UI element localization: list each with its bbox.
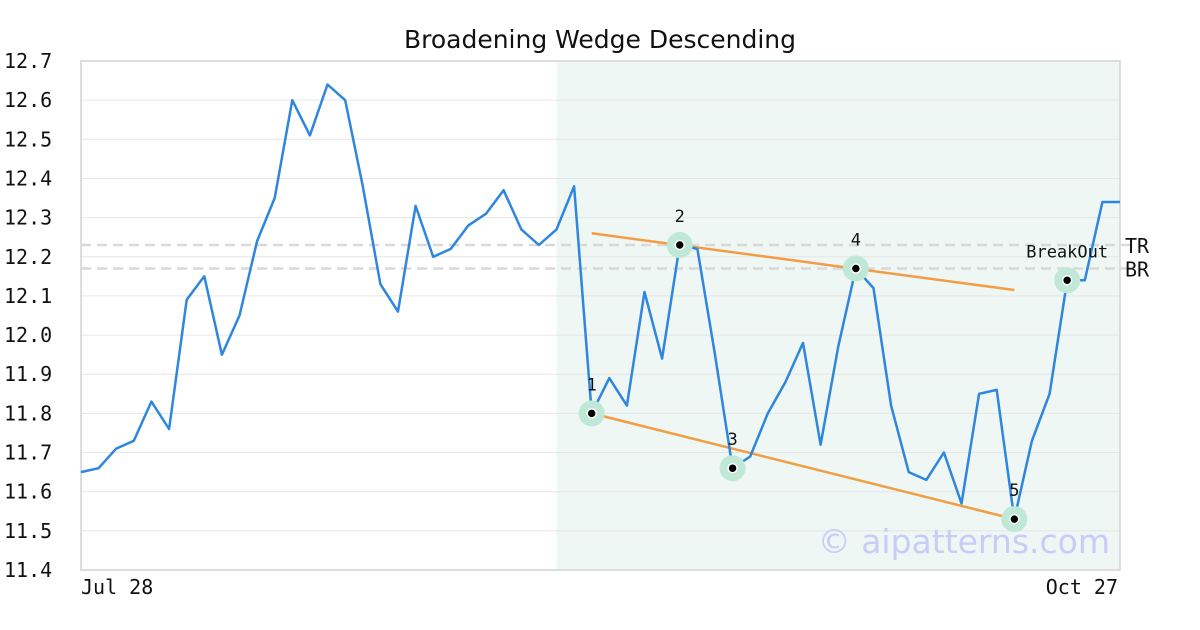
x-tick-start: Jul 28 xyxy=(81,575,153,599)
pattern-point-marker xyxy=(727,462,738,474)
y-tick-label: 11.4 xyxy=(4,558,52,582)
y-tick-label: 11.8 xyxy=(4,401,52,425)
y-tick-label: 12.1 xyxy=(4,284,52,308)
pattern-point-label: 1 xyxy=(587,375,597,395)
y-axis-ticks: 12.7 12.6 12.5 12.4 12.3 12.2 12.1 12.0 11.9 11.8… xyxy=(4,49,52,582)
chart-title: Broadening Wedge Descending xyxy=(404,25,796,54)
pattern-point-marker xyxy=(674,239,685,251)
watermark: © aipatterns.com xyxy=(818,522,1110,561)
price-series-line xyxy=(80,83,1120,521)
y-tick-label: 12.4 xyxy=(4,166,52,190)
y-tick-label: 12.6 xyxy=(4,88,52,112)
y-tick-label: 12.5 xyxy=(4,127,52,151)
trendlines-layer xyxy=(591,232,1015,521)
reference-line-label: TR xyxy=(1125,234,1150,258)
pattern-point-marker xyxy=(850,263,862,274)
y-tick-label: 12.7 xyxy=(4,49,52,73)
y-tick-label: 11.5 xyxy=(4,519,52,543)
y-tick-label: 12.2 xyxy=(4,245,52,269)
y-tick-label: 11.6 xyxy=(4,480,52,504)
pattern-point-label: 5 xyxy=(1009,481,1019,501)
pattern-point-label: 3 xyxy=(727,430,737,450)
trendline-upper xyxy=(591,232,1015,292)
plot-frame xyxy=(80,60,1121,571)
pattern-point-label: 2 xyxy=(675,207,685,227)
y-tick-label: 12.3 xyxy=(4,206,52,230)
pattern-point-marker xyxy=(1009,513,1020,525)
pattern-point-label: BreakOut xyxy=(1026,242,1108,262)
series-layer xyxy=(80,83,1120,521)
reference-line-label: BR xyxy=(1125,258,1150,282)
y-tick-label: 12.0 xyxy=(4,323,52,347)
pattern-point-marker xyxy=(1061,275,1073,286)
y-tick-label: 11.7 xyxy=(4,441,52,465)
pattern-point-label: 4 xyxy=(851,231,861,251)
pattern-point-marker xyxy=(586,408,597,419)
pattern-points-layer: 1 2 3 4 5 BreakOut xyxy=(578,207,1108,533)
y-tick-label: 11.9 xyxy=(4,362,52,386)
trendline-lower xyxy=(591,412,1015,521)
x-tick-end: Oct 27 xyxy=(1046,575,1118,599)
